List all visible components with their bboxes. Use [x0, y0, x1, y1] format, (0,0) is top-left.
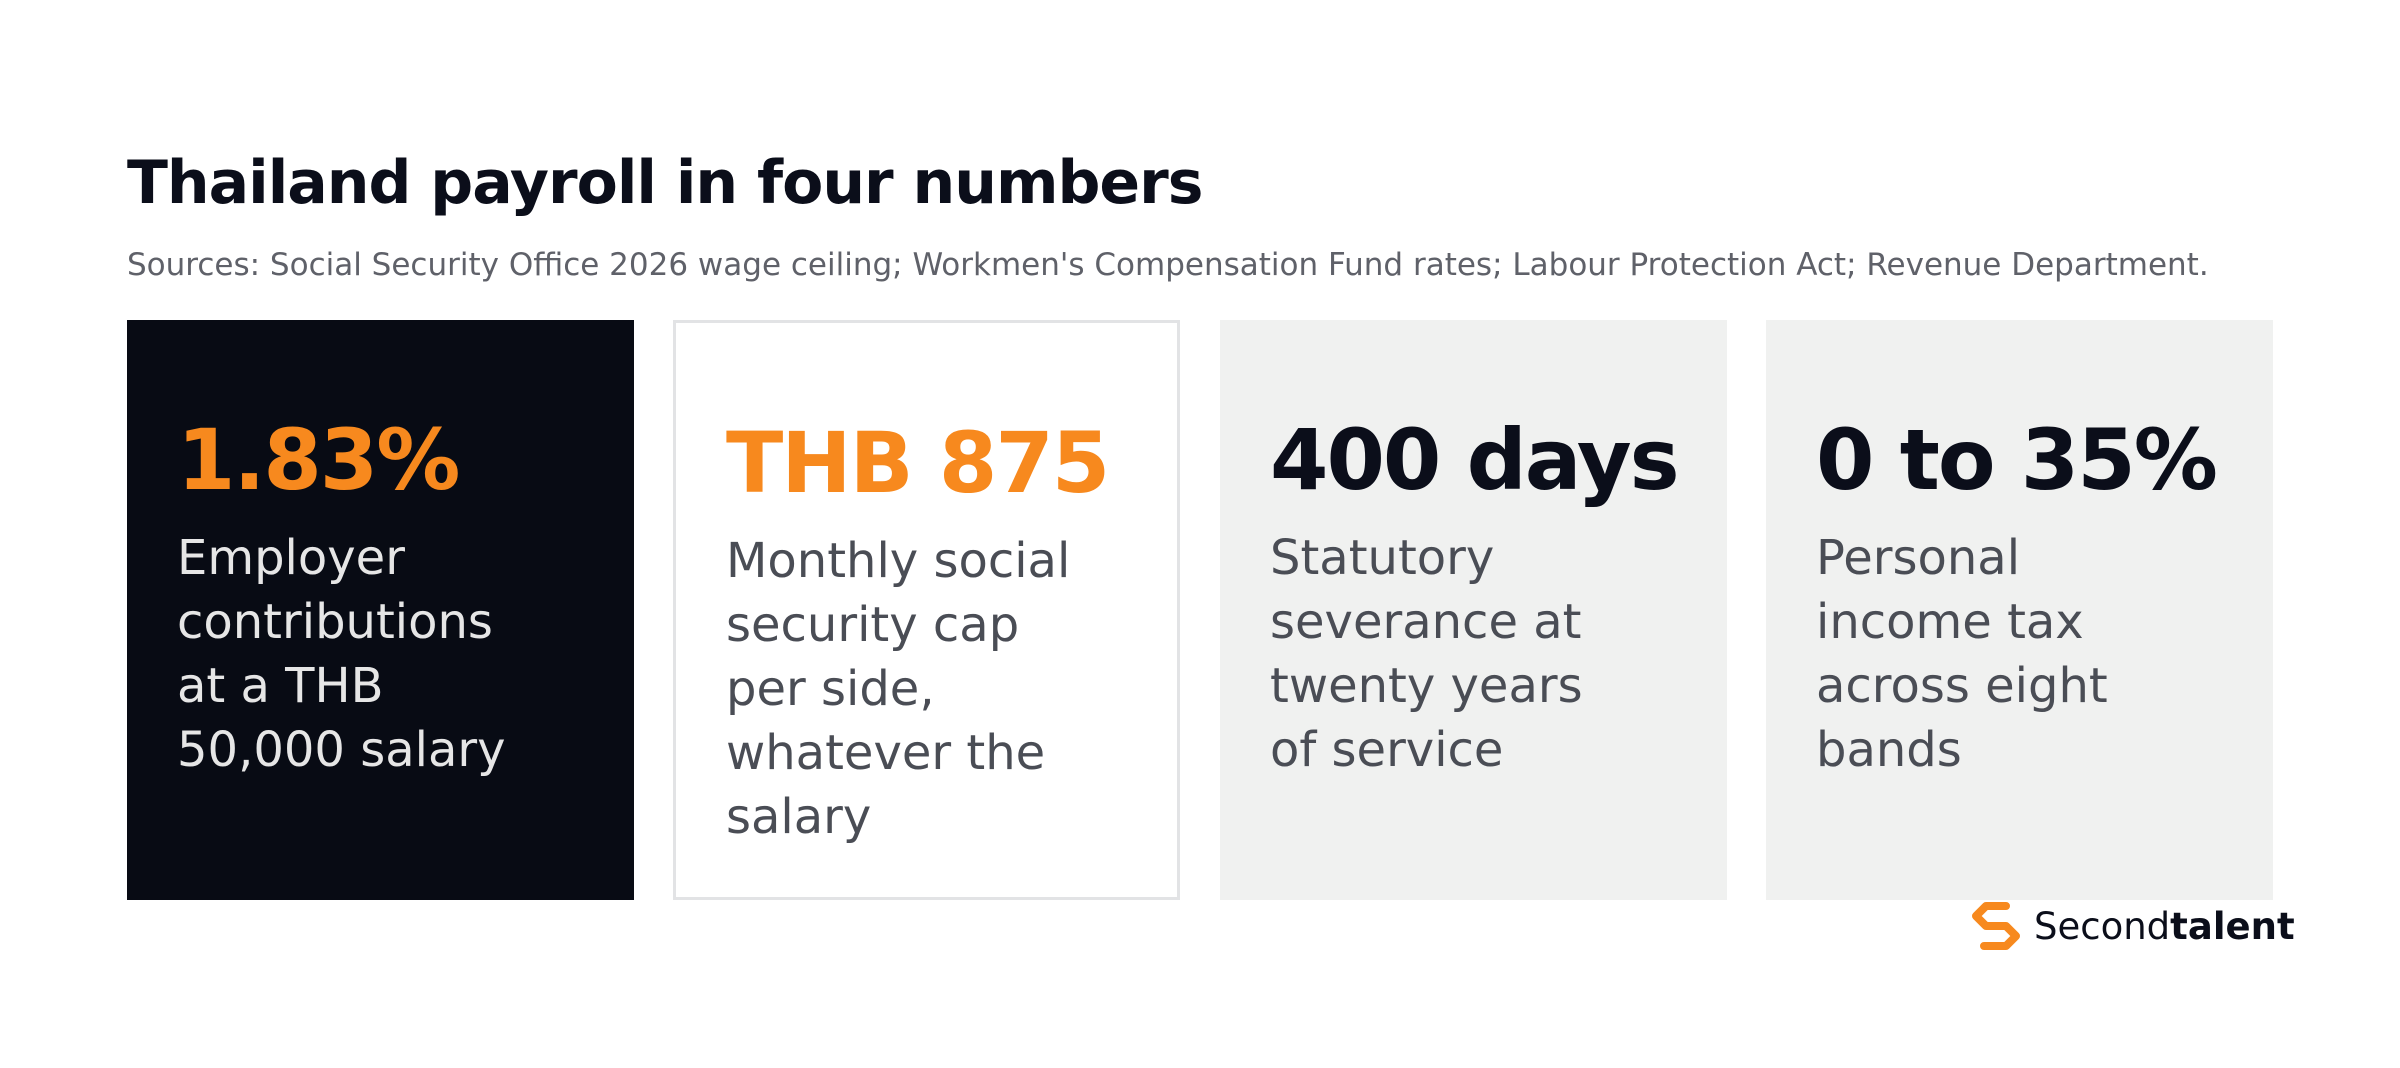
- subtitle: Sources: Social Security Office 2026 wag…: [127, 247, 2209, 283]
- description-line: at a THB: [177, 658, 384, 714]
- description-line: salary: [726, 789, 872, 845]
- description-line: 50,000 salary: [177, 722, 506, 778]
- description-line: severance at: [1270, 594, 1582, 650]
- brand-second: talent: [2170, 904, 2295, 948]
- description-line: Personal: [1816, 530, 2021, 586]
- description-line: twenty years: [1270, 658, 1583, 714]
- stat-value: 400 days: [1270, 411, 1680, 509]
- description-line: across eight: [1816, 658, 2108, 714]
- stat-description: Statutory severance at twenty years of serv…: [1270, 526, 1727, 782]
- stat-card: THB 875 Monthly social security cap per sid…: [673, 320, 1180, 900]
- description-line: income tax: [1816, 594, 2084, 650]
- title: Thailand payroll in four numbers: [127, 148, 1203, 218]
- description-line: Employer: [177, 530, 405, 586]
- brand-first: Second: [2034, 904, 2171, 948]
- stat-card: 1.83% Employer contributions at a THB 50,000…: [127, 320, 634, 900]
- stat-value: THB 875: [726, 414, 1110, 512]
- stat-description: Employer contributions at a THB 50,000 sala…: [177, 526, 634, 782]
- stat-value: 1.83%: [177, 411, 460, 509]
- description-line: of service: [1270, 722, 1504, 778]
- stat-card: 400 days Statutory severance at twenty year…: [1220, 320, 1727, 900]
- description-line: contributions: [177, 594, 493, 650]
- description-line: whatever the: [726, 725, 1046, 781]
- stat-description: Monthly social security cap per side, whate…: [726, 529, 1177, 849]
- brand-logo: Second talent: [1970, 900, 2295, 952]
- description-line: bands: [1816, 722, 1962, 778]
- description-line: Statutory: [1270, 530, 1495, 586]
- stat-card: 0 to 35% Personal income tax across eight ba…: [1766, 320, 2273, 900]
- logo-icon: [1972, 902, 2020, 950]
- description-line: Monthly social: [726, 533, 1071, 589]
- stat-value: 0 to 35%: [1816, 411, 2218, 509]
- description-line: security cap: [726, 597, 1020, 653]
- stat-description: Personal income tax across eight bands: [1816, 526, 2273, 782]
- description-line: per side,: [726, 661, 935, 717]
